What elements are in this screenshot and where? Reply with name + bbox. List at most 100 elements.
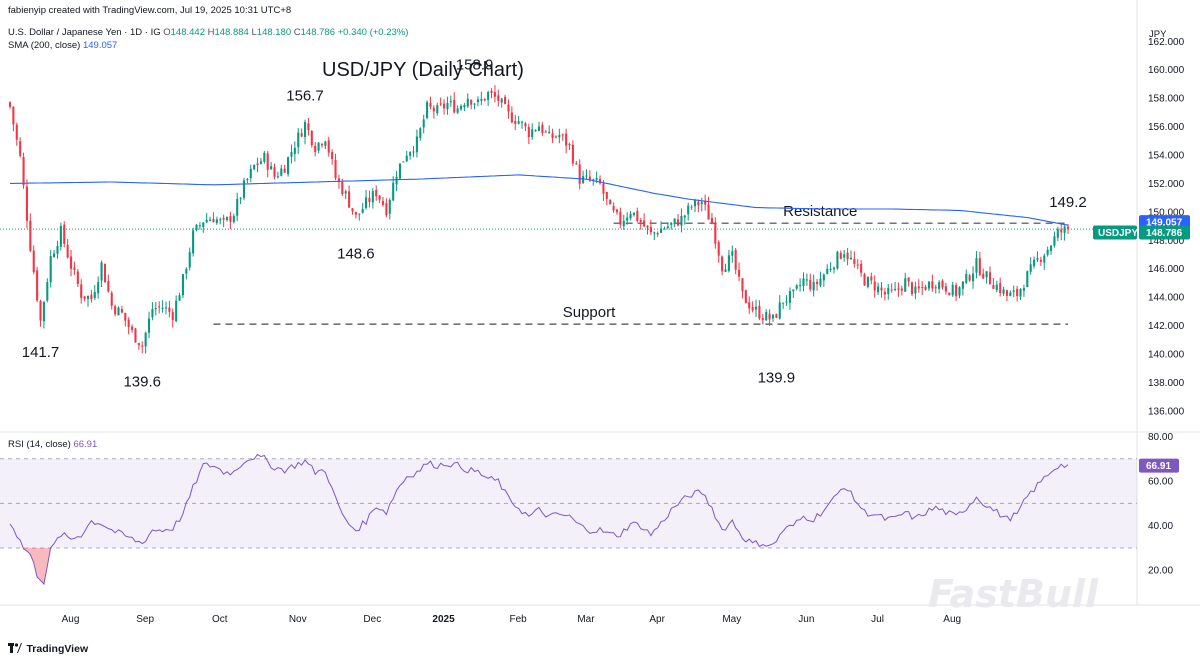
candle-body <box>409 151 412 156</box>
candle-body <box>883 291 886 295</box>
candle-body <box>921 286 924 288</box>
candle-body <box>466 98 469 107</box>
candle-body <box>307 123 310 131</box>
time-tick-label: Apr <box>649 614 665 625</box>
candle-body <box>42 301 45 322</box>
candle-body <box>894 289 897 291</box>
candle-body <box>283 168 286 173</box>
candle-body <box>822 274 825 281</box>
candle-body <box>205 219 208 223</box>
price-tick-label: 156.000 <box>1148 122 1185 133</box>
candle-body <box>799 285 802 287</box>
candle-body <box>36 270 39 301</box>
swing-annotation: 139.6 <box>123 374 161 391</box>
tradingview-footer[interactable]: TradingView <box>8 639 88 657</box>
candle-body <box>419 128 422 139</box>
candle-body <box>29 220 32 251</box>
candle-body <box>955 285 958 297</box>
candle-body <box>395 176 398 185</box>
candle-body <box>446 103 449 109</box>
time-tick-label: Oct <box>212 614 228 625</box>
candle-body <box>700 202 703 205</box>
candle-body <box>866 277 869 287</box>
candle-body <box>1056 229 1059 238</box>
candle-body <box>253 164 256 170</box>
candle-body <box>22 157 25 186</box>
time-tick-label: Dec <box>363 614 381 625</box>
candle-body <box>707 204 710 220</box>
candle-body <box>487 92 490 100</box>
candle-body <box>860 263 863 273</box>
candle-body <box>941 280 944 288</box>
candle-body <box>463 105 466 108</box>
candle-body <box>239 198 242 200</box>
candle-body <box>1039 259 1042 262</box>
candle-body <box>381 201 385 205</box>
candle-body <box>324 141 327 146</box>
candle-body <box>507 104 510 112</box>
candle-body <box>1022 288 1025 291</box>
rsi-value-tag: 66.91 <box>1146 461 1171 472</box>
candle-body <box>354 211 357 215</box>
candle-body <box>236 198 239 216</box>
sma-legend[interactable]: SMA (200, close) 149.057 <box>8 40 117 51</box>
candle-body <box>290 152 293 157</box>
candle-body <box>944 286 947 292</box>
price-tick-label: 154.000 <box>1148 151 1185 162</box>
time-tick-label: Aug <box>62 614 80 625</box>
candle-body <box>663 228 666 230</box>
candle-body <box>432 107 435 112</box>
swing-annotation: 141.7 <box>22 344 60 361</box>
candle-body <box>771 314 775 319</box>
candle-body <box>402 161 405 163</box>
time-tick-label: May <box>722 614 741 625</box>
candle-body <box>1029 264 1032 272</box>
candle-body <box>46 281 49 301</box>
price-tick-label: 138.000 <box>1148 378 1185 389</box>
candle-body <box>144 332 147 347</box>
candle-body <box>398 163 402 179</box>
candle-body <box>934 287 937 289</box>
candle-body <box>582 176 585 183</box>
swing-annotation: 156.7 <box>286 88 324 105</box>
candle-body <box>361 208 364 213</box>
candle-body <box>181 274 184 296</box>
rsi-value-tag-bg <box>1139 458 1179 473</box>
candle-body <box>53 253 56 257</box>
candle-body <box>280 168 283 176</box>
candle-body <box>646 225 649 228</box>
candle-body <box>348 191 351 208</box>
candle-body <box>158 306 161 308</box>
candle-body <box>83 296 86 299</box>
rsi-legend[interactable]: RSI (14, close) 66.91 <box>8 439 97 450</box>
candle-body <box>656 232 659 235</box>
candle-body <box>541 124 544 133</box>
candle-body <box>198 225 201 227</box>
candle-body <box>246 178 249 181</box>
candle-body <box>900 288 903 291</box>
symbol-description[interactable]: U.S. Dollar / Japanese Yen · 1D · IG <box>8 27 161 38</box>
symbol-tag: USDJPY <box>1098 228 1138 239</box>
candle-body <box>561 134 564 136</box>
candle-body <box>1049 245 1053 251</box>
price-tick-label: 144.000 <box>1148 293 1185 304</box>
candle-body <box>890 289 893 291</box>
price-tick-label: 140.000 <box>1148 349 1185 360</box>
candle-body <box>951 284 954 296</box>
candle-body <box>273 167 276 177</box>
candle-body <box>778 302 781 319</box>
candle-body <box>748 302 751 309</box>
candle-body <box>259 161 262 164</box>
candle-body <box>870 276 873 281</box>
candle-body <box>568 144 571 146</box>
candle-body <box>1033 259 1036 267</box>
rsi-tick-label: 40.00 <box>1148 521 1173 532</box>
candle-body <box>829 268 832 271</box>
candle-body <box>365 197 368 208</box>
candle-body <box>527 126 530 138</box>
candle-body <box>12 106 15 125</box>
candle-body <box>602 183 605 194</box>
candle-body <box>972 273 975 282</box>
candle-body <box>344 191 347 194</box>
